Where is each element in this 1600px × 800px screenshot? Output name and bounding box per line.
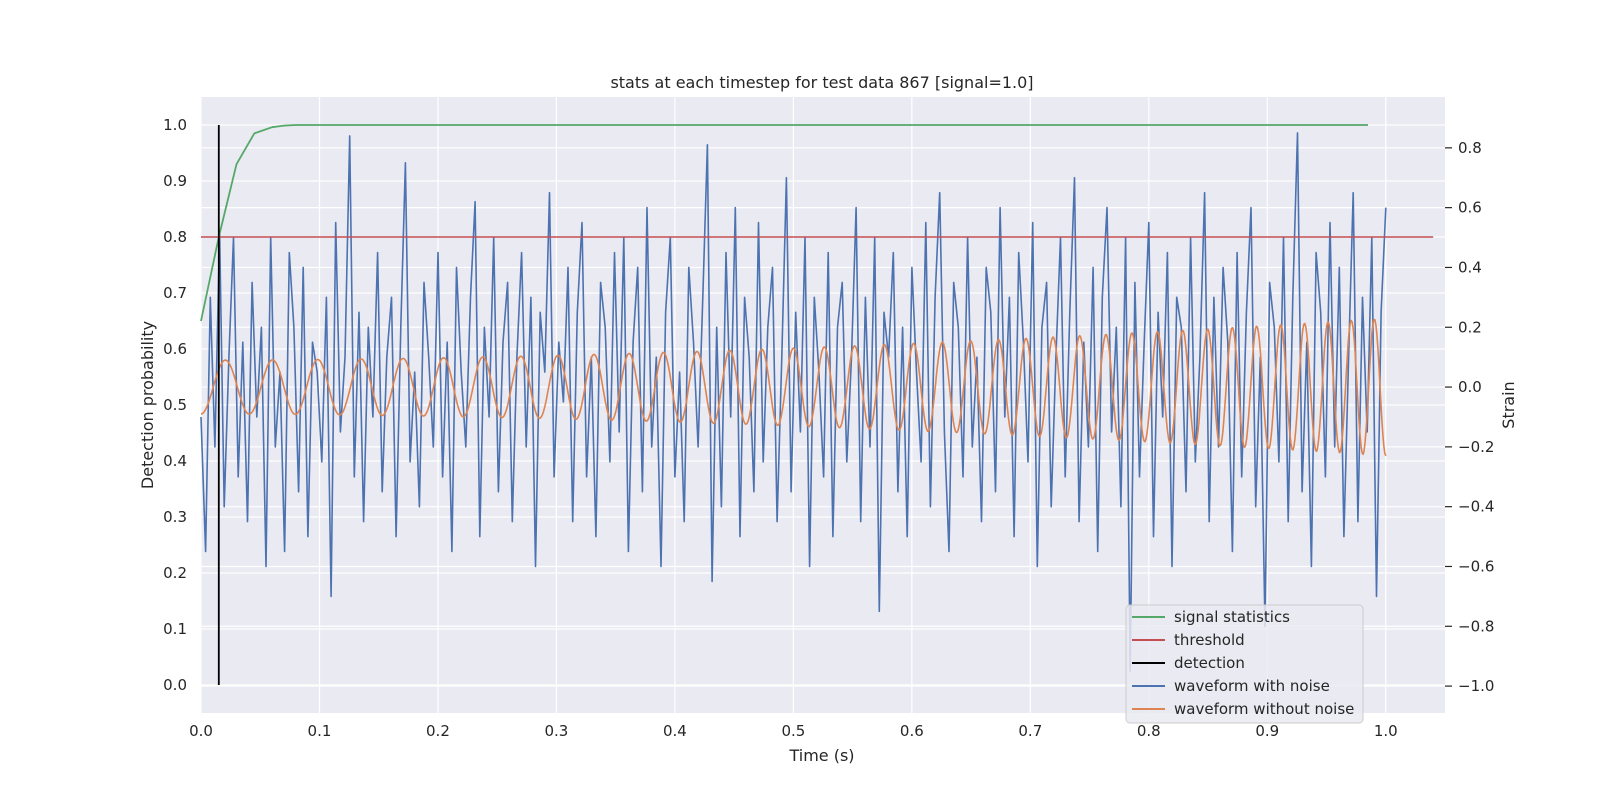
y-tick-label: 0.2 [163,564,187,582]
y-tick-label: 0.4 [163,452,187,470]
series-signal-statistics [200,124,1368,322]
x-tick-label: 0.3 [544,722,568,740]
y-tick-label: 1.0 [163,116,187,134]
y2-tick-label: 0.0 [1458,378,1482,396]
x-tick-label: 0.5 [781,722,805,740]
series-waveform-without-noise [200,318,1387,457]
y2-tick-label: −0.8 [1458,617,1494,635]
y2-tick-label: −1.0 [1458,677,1494,695]
x-tick-label: 0.6 [900,722,924,740]
y-tick-label: 0.5 [163,396,187,414]
y-tick-label: 0.9 [163,172,187,190]
y-tick-label: 0.8 [163,228,187,246]
axis-layer: 0.0 0.1 0.2 0.3 0.4 0.5 0.6 0.7 0.8 0.9 1.0 0.0 0.1 0… [163,116,1494,740]
y-tick-label: 0.3 [163,508,187,526]
x-tick-label: 0.2 [426,722,450,740]
series-waveform-with-noise [200,132,1387,672]
x-tick-label: 0.1 [308,722,332,740]
y2-tick-label: 0.4 [1458,258,1482,276]
y2-tick-label: −0.6 [1458,557,1494,575]
series-layer [200,124,1434,685]
x-tick-label: 0.0 [189,722,213,740]
legend-label-detection: detection [1174,654,1245,672]
x-axis-label: Time (s) [788,746,854,765]
x-tick-label: 1.0 [1374,722,1398,740]
x-tick-label: 0.8 [1137,722,1161,740]
y-tick-label: 0.6 [163,340,187,358]
y2-tick-label: −0.2 [1458,438,1494,456]
y2-tick-label: 0.2 [1458,318,1482,336]
y2-tick-label: 0.8 [1458,139,1482,157]
chart-title: stats at each timestep for test data 867… [610,73,1033,92]
y2-tick-label: −0.4 [1458,498,1494,516]
y2-axis-label: Strain [1499,381,1518,428]
legend-label-signal-statistics: signal statistics [1174,608,1290,626]
y-tick-label: 0.7 [163,284,187,302]
legend: signal statistics threshold detection wa… [1125,604,1364,724]
legend-box [1125,604,1364,724]
y-axis-label: Detection probability [138,321,157,489]
legend-label-waveform-without-noise: waveform without noise [1174,700,1354,718]
x-tick-label: 0.4 [663,722,687,740]
legend-label-waveform-with-noise: waveform with noise [1174,677,1330,695]
y-tick-label: 0.0 [163,676,187,694]
legend-label-threshold: threshold [1174,631,1245,649]
y2-tick-label: 0.6 [1458,199,1482,217]
y-tick-label: 0.1 [163,620,187,638]
x-tick-label: 0.9 [1255,722,1279,740]
x-tick-label: 0.7 [1018,722,1042,740]
